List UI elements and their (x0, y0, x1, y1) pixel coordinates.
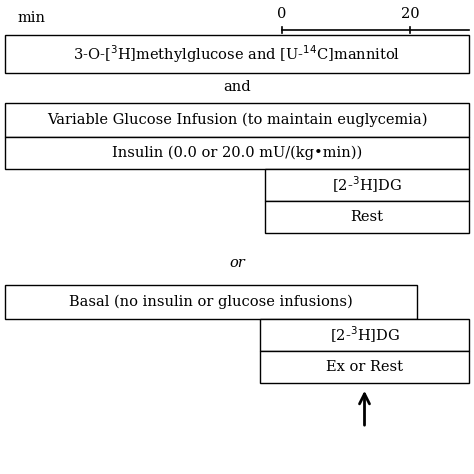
Bar (260, 351, 469, 383)
Text: [2-$^{3}$H]DG: [2-$^{3}$H]DG (329, 325, 400, 345)
Text: Ex or Rest: Ex or Rest (326, 360, 403, 374)
Text: Variable Glucose Infusion (to maintain euglycemia): Variable Glucose Infusion (to maintain e… (47, 113, 427, 127)
Bar (265, 201, 469, 233)
Text: [2-$^{3}$H]DG: [2-$^{3}$H]DG (332, 175, 402, 195)
Text: or: or (229, 256, 245, 270)
Bar (265, 169, 469, 201)
Text: 20: 20 (401, 7, 419, 21)
Text: Basal (no insulin or glucose infusions): Basal (no insulin or glucose infusions) (69, 295, 353, 309)
Text: Insulin (0.0 or 20.0 mU/(kg•min)): Insulin (0.0 or 20.0 mU/(kg•min)) (112, 146, 362, 160)
Bar (260, 319, 469, 351)
Text: and: and (223, 80, 251, 94)
Text: 0: 0 (277, 7, 287, 21)
Text: 3-O-[$^{3}$H]methylglucose and [U-$^{14}$C]mannitol: 3-O-[$^{3}$H]methylglucose and [U-$^{14}… (73, 43, 401, 65)
Bar (5, 35, 469, 73)
Bar (5, 137, 469, 169)
Text: min: min (18, 11, 46, 25)
Bar (5, 285, 417, 319)
Text: Rest: Rest (350, 210, 383, 224)
Bar (5, 103, 469, 137)
